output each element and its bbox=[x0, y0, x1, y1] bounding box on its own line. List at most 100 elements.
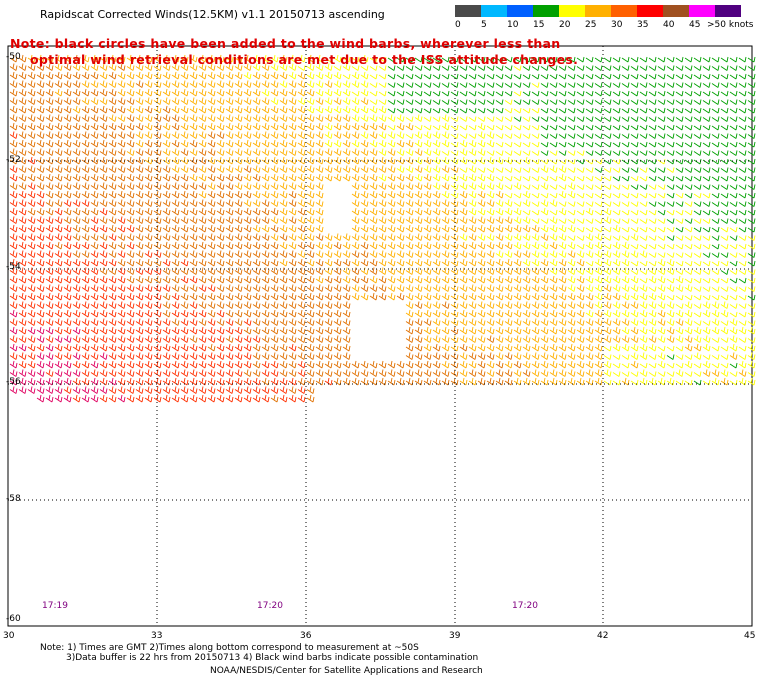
wind-barb bbox=[576, 360, 585, 369]
wind-barb bbox=[99, 199, 108, 207]
wind-barb bbox=[243, 173, 252, 182]
wind-barb bbox=[477, 258, 486, 267]
wind-barb bbox=[468, 343, 477, 352]
wind-barb bbox=[243, 199, 252, 207]
wind-barb bbox=[360, 88, 369, 97]
wind-barb bbox=[612, 124, 621, 131]
wind-barb bbox=[243, 207, 252, 216]
wind-barb bbox=[243, 360, 252, 369]
wind-barb bbox=[459, 250, 468, 258]
wind-barb bbox=[27, 122, 36, 131]
wind-barb bbox=[405, 318, 414, 326]
wind-barb bbox=[234, 54, 243, 63]
wind-barb bbox=[684, 218, 693, 224]
wind-barb bbox=[45, 267, 54, 275]
wind-barb bbox=[738, 116, 747, 122]
wind-barb bbox=[621, 292, 630, 301]
wind-barb bbox=[117, 318, 126, 326]
wind-barb bbox=[351, 65, 360, 71]
wind-barb bbox=[279, 292, 288, 301]
wind-barb bbox=[657, 65, 666, 71]
wind-barb bbox=[549, 158, 558, 165]
wind-barb bbox=[630, 150, 639, 156]
wind-barb bbox=[657, 99, 666, 105]
wind-barb bbox=[117, 207, 126, 216]
wind-barb bbox=[522, 190, 531, 199]
wind-barb bbox=[414, 309, 423, 318]
wind-barb bbox=[198, 309, 207, 318]
wind-barb bbox=[531, 99, 540, 105]
wind-barb bbox=[459, 65, 468, 71]
wind-barb bbox=[279, 207, 288, 216]
wind-barb bbox=[72, 131, 81, 139]
wind-barb bbox=[441, 224, 450, 233]
wind-barb bbox=[504, 369, 513, 377]
wind-barb bbox=[270, 233, 279, 241]
wind-barb bbox=[369, 207, 378, 216]
wind-barb bbox=[243, 88, 252, 97]
wind-barb bbox=[333, 139, 342, 148]
wind-barb bbox=[387, 224, 396, 233]
wind-barb bbox=[540, 175, 549, 182]
wind-barb bbox=[648, 65, 657, 71]
wind-barb bbox=[477, 352, 486, 360]
wind-barb bbox=[135, 216, 144, 224]
wind-barb bbox=[342, 369, 351, 377]
wind-barb bbox=[198, 207, 207, 216]
wind-barb bbox=[540, 158, 549, 165]
wind-barb bbox=[441, 258, 450, 267]
wind-barb bbox=[288, 301, 297, 309]
wind-barb bbox=[315, 275, 324, 284]
wind-barb bbox=[396, 73, 405, 80]
wind-barb bbox=[180, 258, 189, 267]
wind-barb bbox=[162, 182, 171, 190]
wind-barb bbox=[639, 99, 648, 105]
wind-barb bbox=[558, 343, 567, 352]
wind-barb bbox=[126, 369, 135, 377]
wind-barb bbox=[387, 190, 396, 199]
wind-barb bbox=[576, 150, 585, 156]
wind-barb bbox=[279, 139, 288, 148]
wind-barb bbox=[225, 190, 234, 199]
wind-barb bbox=[549, 124, 558, 131]
wind-barb bbox=[405, 377, 414, 386]
wind-barb bbox=[720, 286, 729, 292]
wind-barb bbox=[639, 167, 648, 173]
wind-barb bbox=[225, 394, 234, 403]
lat-label: -54 bbox=[6, 262, 21, 272]
wind-barb bbox=[450, 65, 459, 71]
wind-barb bbox=[387, 114, 396, 122]
wind-barb bbox=[333, 114, 342, 122]
wind-barb bbox=[513, 352, 522, 360]
wind-barb bbox=[306, 216, 315, 224]
wind-barb bbox=[324, 250, 333, 258]
wind-barb bbox=[117, 105, 126, 114]
wind-barb bbox=[90, 131, 99, 139]
wind-barb bbox=[441, 107, 450, 114]
wind-barb bbox=[324, 233, 333, 241]
wind-barb bbox=[414, 352, 423, 360]
wind-barb bbox=[189, 233, 198, 241]
wind-barb bbox=[54, 216, 63, 224]
wind-barb bbox=[126, 173, 135, 182]
wind-barb bbox=[477, 250, 486, 258]
wind-barb bbox=[432, 284, 441, 292]
wind-barb bbox=[189, 139, 198, 148]
wind-barb bbox=[360, 207, 369, 216]
wind-barb bbox=[594, 82, 603, 88]
wind-barb bbox=[594, 369, 603, 377]
wind-barb bbox=[513, 318, 522, 326]
wind-barb bbox=[468, 207, 477, 216]
wind-barb bbox=[585, 326, 594, 335]
wind-barb bbox=[261, 122, 270, 131]
wind-barb bbox=[549, 267, 558, 275]
wind-barb bbox=[270, 207, 279, 216]
wind-barb bbox=[270, 63, 279, 71]
wind-barb bbox=[135, 377, 144, 386]
wind-barb bbox=[369, 90, 378, 97]
wind-barb bbox=[603, 292, 612, 301]
wind-barb bbox=[225, 369, 234, 377]
wind-barb bbox=[351, 182, 360, 190]
wind-barb bbox=[459, 207, 468, 216]
wind-barb bbox=[693, 116, 702, 122]
